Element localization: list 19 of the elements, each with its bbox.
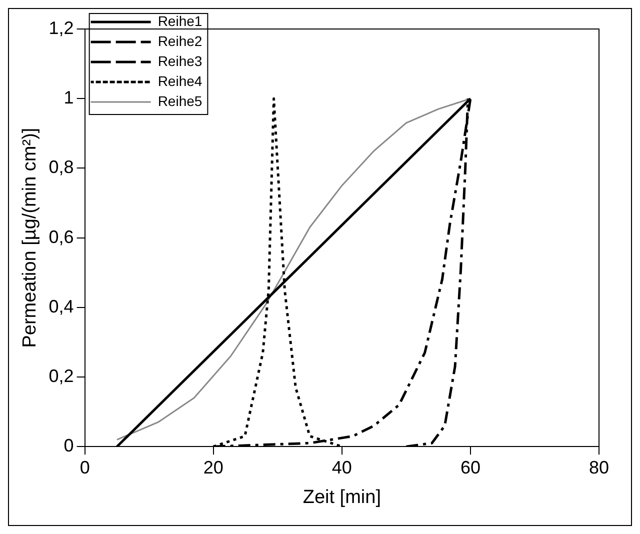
- y-tick-label: 0,4: [48, 296, 74, 316]
- y-axis-title: Permeation [µg/(min cm²)]: [20, 128, 41, 348]
- legend-label: Reihe1: [158, 12, 202, 29]
- x-tick-label: 20: [203, 457, 224, 478]
- legend-label: Reihe4: [158, 72, 202, 89]
- legend-label: Reihe5: [158, 92, 202, 109]
- legend-label: Reihe3: [158, 52, 202, 69]
- x-tick-label: 60: [460, 457, 480, 478]
- y-tick-label: 1: [64, 88, 74, 108]
- y-tick-label: 0,8: [48, 157, 74, 178]
- legend-label: Reihe2: [158, 32, 202, 49]
- x-axis-title: Zeit [min]: [302, 486, 381, 508]
- x-tick-label: 0: [80, 457, 90, 478]
- x-tick-label: 40: [332, 457, 352, 478]
- y-tick-label: 0,2: [48, 366, 74, 386]
- y-tick-label: 0: [64, 436, 74, 456]
- y-tick-label: 0,6: [48, 226, 74, 247]
- y-tick-label: 1,2: [48, 18, 74, 38]
- x-tick-label: 80: [588, 457, 610, 478]
